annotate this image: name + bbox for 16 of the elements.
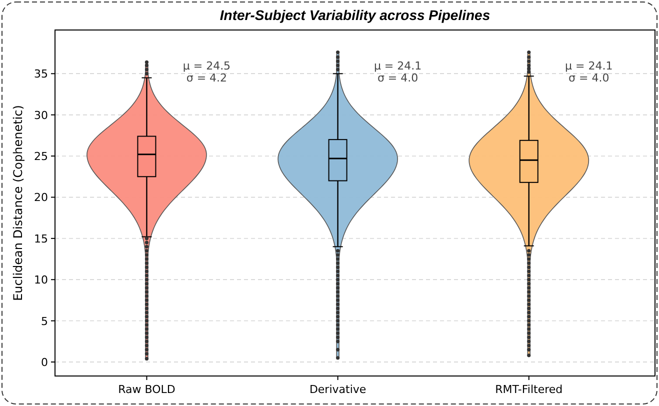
y-tick-label: 10 bbox=[34, 274, 48, 287]
y-tick-label: 30 bbox=[34, 108, 48, 122]
x-tick-label: Raw BOLD bbox=[118, 383, 176, 396]
chart-title: Inter-Subject Variability across Pipelines bbox=[220, 7, 490, 23]
y-tick-label: 25 bbox=[34, 150, 48, 164]
y-tick-label: 0 bbox=[41, 356, 48, 369]
y-tick-label: 20 bbox=[34, 191, 48, 204]
y-tick-label: 5 bbox=[41, 314, 48, 328]
x-tick-label: RMT-Filtered bbox=[495, 383, 563, 396]
annotation: μ = 24.1 σ = 4.0 bbox=[565, 60, 613, 85]
y-tick-label: 35 bbox=[34, 68, 48, 81]
y-axis-title: Euclidean Distance (Cophenetic) bbox=[11, 105, 25, 301]
annotation: μ = 24.5 σ = 4.2 bbox=[182, 60, 231, 85]
annotation: μ = 24.1 σ = 4.0 bbox=[374, 60, 422, 85]
y-tick-label: 15 bbox=[34, 232, 48, 246]
x-tick-label: Derivative bbox=[309, 383, 366, 396]
